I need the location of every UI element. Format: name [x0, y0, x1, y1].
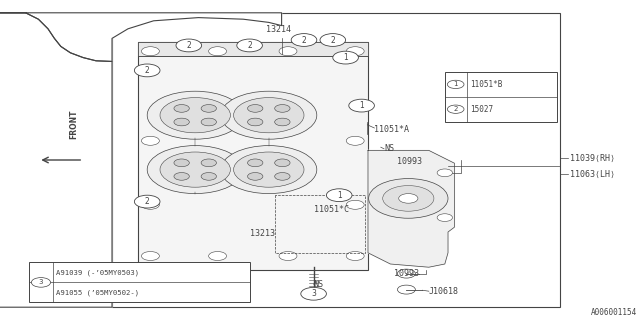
Circle shape [346, 136, 364, 145]
Text: 10993: 10993 [397, 157, 422, 166]
Circle shape [176, 39, 202, 52]
Text: 11039⟨RH⟩: 11039⟨RH⟩ [570, 154, 614, 163]
Text: NS: NS [384, 144, 394, 153]
Text: 11051*B: 11051*B [470, 80, 503, 89]
Text: 11051*C: 11051*C [314, 205, 349, 214]
Bar [29, 262, 250, 302]
Text: 3: 3 [311, 289, 316, 298]
Polygon shape [368, 150, 454, 267]
Bar [112, 13, 560, 307]
Circle shape [141, 47, 159, 56]
Circle shape [31, 278, 51, 287]
Text: J10618: J10618 [429, 287, 459, 296]
Text: 2: 2 [145, 66, 150, 75]
Text: 2: 2 [186, 41, 191, 50]
Circle shape [147, 146, 243, 194]
Circle shape [234, 152, 304, 187]
Text: 2: 2 [145, 197, 150, 206]
Circle shape [320, 34, 346, 46]
Circle shape [326, 189, 352, 202]
Circle shape [333, 51, 358, 64]
Text: 13213: 13213 [250, 229, 275, 238]
Bar [445, 72, 557, 122]
Text: 10993: 10993 [394, 269, 419, 278]
Circle shape [346, 252, 364, 260]
Circle shape [141, 136, 159, 145]
Circle shape [147, 91, 243, 139]
Circle shape [346, 200, 364, 209]
Circle shape [248, 118, 263, 126]
Circle shape [447, 80, 464, 89]
Circle shape [275, 118, 290, 126]
Circle shape [437, 169, 452, 177]
Text: 11063⟨LH⟩: 11063⟨LH⟩ [570, 170, 614, 179]
Circle shape [301, 287, 326, 300]
Circle shape [201, 159, 216, 167]
Circle shape [275, 172, 290, 180]
Circle shape [437, 214, 452, 221]
Circle shape [134, 195, 160, 208]
Circle shape [221, 146, 317, 194]
Circle shape [279, 252, 297, 260]
Polygon shape [0, 13, 282, 61]
Text: 2: 2 [247, 41, 252, 50]
Circle shape [346, 47, 364, 56]
Circle shape [174, 105, 189, 112]
Text: A006001154: A006001154 [591, 308, 637, 317]
Circle shape [174, 172, 189, 180]
Circle shape [248, 159, 263, 167]
Circle shape [174, 118, 189, 126]
Circle shape [209, 47, 227, 56]
Bar [138, 42, 368, 270]
Circle shape [174, 159, 189, 167]
Circle shape [221, 91, 317, 139]
Text: 3: 3 [228, 285, 233, 294]
Circle shape [201, 105, 216, 112]
Text: A91039 (-’05MY0503): A91039 (-’05MY0503) [56, 269, 139, 276]
Circle shape [291, 34, 317, 46]
Circle shape [160, 152, 230, 187]
Text: FRONT: FRONT [69, 110, 78, 139]
Circle shape [349, 99, 374, 112]
Circle shape [209, 252, 227, 260]
Circle shape [275, 105, 290, 112]
Text: 1: 1 [343, 53, 348, 62]
Text: A91055 (’05MY0502-): A91055 (’05MY0502-) [56, 289, 139, 296]
Circle shape [201, 118, 216, 126]
Circle shape [201, 172, 216, 180]
Circle shape [234, 98, 304, 133]
Text: 11051*A: 11051*A [374, 125, 410, 134]
Text: 3: 3 [38, 279, 44, 285]
Text: 15027: 15027 [470, 105, 493, 114]
Circle shape [237, 39, 262, 52]
Circle shape [397, 269, 415, 278]
Text: 1: 1 [359, 101, 364, 110]
Text: 2: 2 [301, 36, 307, 44]
Text: 13214: 13214 [266, 25, 291, 34]
Circle shape [141, 200, 159, 209]
Text: 1: 1 [453, 81, 458, 87]
Circle shape [447, 105, 464, 113]
Circle shape [218, 283, 243, 296]
Text: 2: 2 [330, 36, 335, 44]
Polygon shape [0, 13, 112, 307]
Circle shape [134, 64, 160, 77]
Circle shape [275, 159, 290, 167]
Circle shape [397, 285, 415, 294]
Circle shape [160, 98, 230, 133]
Bar [138, 42, 368, 56]
Circle shape [369, 179, 448, 218]
Circle shape [399, 194, 418, 203]
Circle shape [383, 186, 434, 211]
Text: NS: NS [314, 280, 324, 289]
Text: 1: 1 [337, 191, 342, 200]
Circle shape [141, 252, 159, 260]
Text: 2: 2 [454, 106, 458, 112]
Circle shape [248, 105, 263, 112]
Circle shape [248, 172, 263, 180]
Circle shape [279, 47, 297, 56]
